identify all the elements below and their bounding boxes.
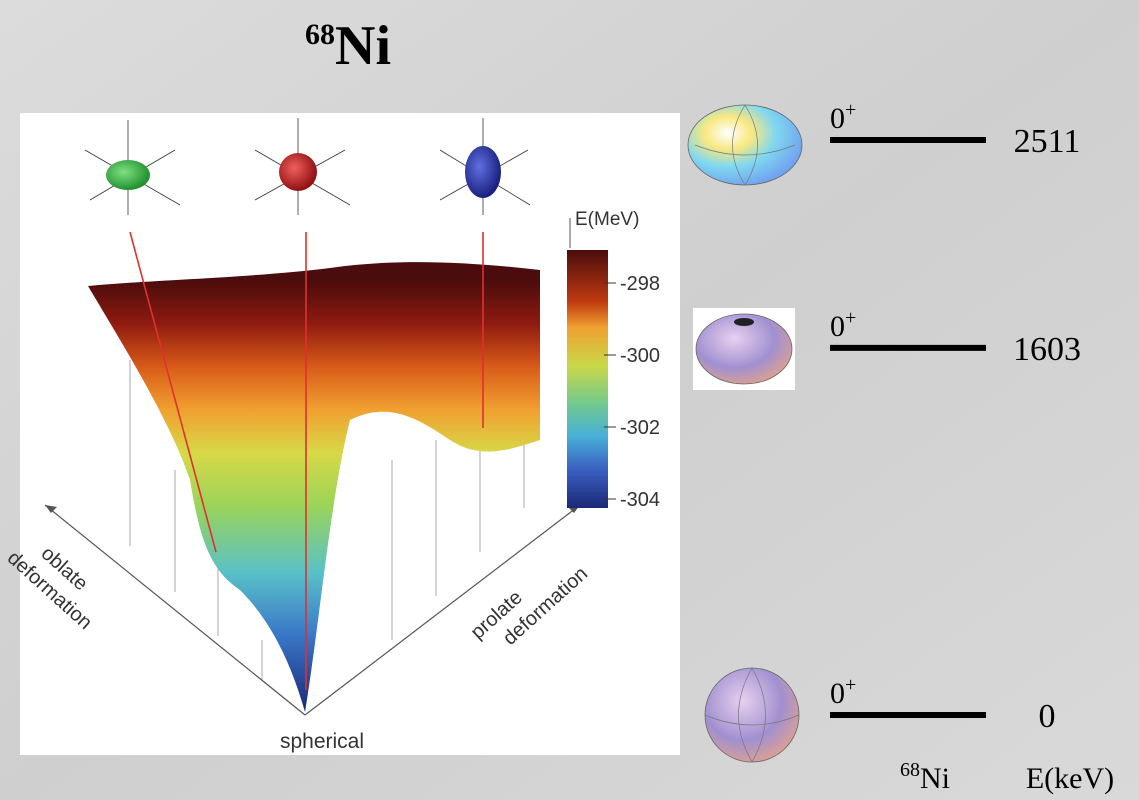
prolate-shape <box>465 146 501 198</box>
spherical-label: spherical <box>280 730 364 753</box>
element-symbol: Ni <box>335 15 391 77</box>
parity: + <box>845 99 856 121</box>
oblate-shape <box>106 160 150 190</box>
shape-0 <box>705 668 799 762</box>
colorbar-tick-label: -300 <box>620 345 660 367</box>
colorbar <box>567 250 608 508</box>
mass-number: 68 <box>305 18 335 51</box>
spin-value: 0 <box>830 102 845 135</box>
shape-2511 <box>688 105 802 185</box>
slide: 68Ni E(MeV) -298-300-302-304 oblatedefor… <box>0 0 1139 800</box>
surface-figure: E(MeV) -298-300-302-304 oblatedeformatio… <box>3 113 680 755</box>
level-energy: 1603 <box>1013 331 1081 368</box>
footer-symbol: Ni <box>920 762 950 795</box>
spin-value: 0 <box>830 677 845 710</box>
footer-mass: 68 <box>900 759 920 781</box>
parity: + <box>845 674 856 696</box>
spin-value: 0 <box>830 310 845 343</box>
colorbar-label: E(MeV) <box>575 209 639 230</box>
parity: + <box>845 307 856 329</box>
energy-unit: E(keV) <box>1026 762 1114 795</box>
colorbar-tick-label: -302 <box>620 417 660 439</box>
colorbar-tick-label: -304 <box>620 489 660 511</box>
level-energy: 2511 <box>1014 123 1081 160</box>
colorbar-tick-label: -298 <box>620 273 660 295</box>
level-energy: 0 <box>1039 698 1056 735</box>
page: 68Ni E(MeV) -298-300-302-304 oblatedefor… <box>0 0 1139 800</box>
spherical-shape <box>279 153 317 191</box>
